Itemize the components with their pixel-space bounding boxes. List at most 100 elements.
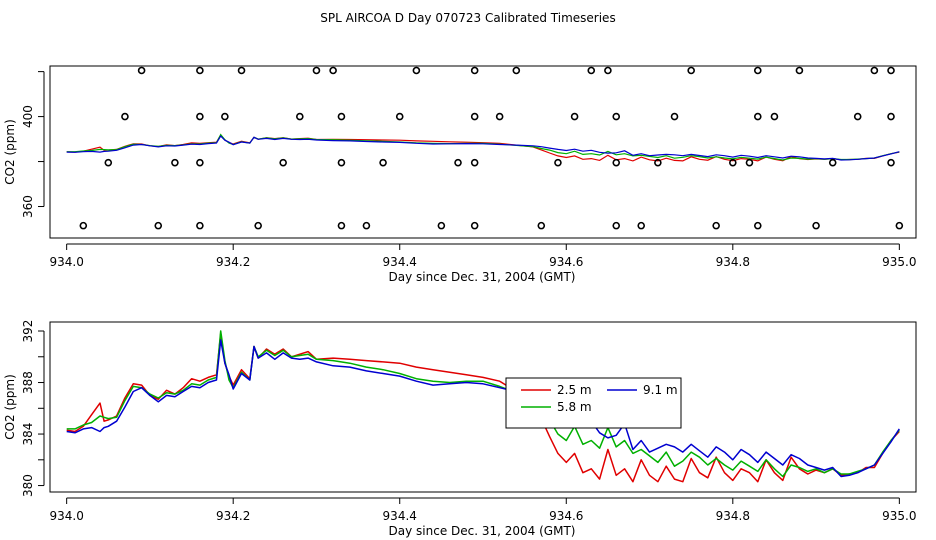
marker-point <box>753 66 762 75</box>
x-tick-label: 934.6 <box>549 509 583 523</box>
x-tick-label: 934.4 <box>383 509 417 523</box>
marker-point <box>887 66 895 75</box>
x-tick-label: 934.2 <box>216 509 250 523</box>
y-axis-label: CO2 (ppm) <box>3 374 17 440</box>
x-tick-label: 934.2 <box>216 255 250 269</box>
x-axis: 934.0 934.2 934.4 934.6 934.8 935.0 Day since … <box>49 243 917 284</box>
marker-point <box>395 112 404 121</box>
marker-point <box>712 221 720 230</box>
marker-point <box>121 112 129 121</box>
x-tick-label: 934.8 <box>716 509 750 523</box>
marker-point <box>337 112 346 121</box>
page-title: SPL AIRCOA D Day 070723 Calibrated Times… <box>320 11 615 25</box>
marker-point <box>437 221 446 230</box>
marker-point <box>196 112 204 121</box>
marker-point <box>554 158 562 167</box>
y-tick-label: 360 <box>21 195 35 218</box>
marker-point <box>237 66 246 75</box>
marker-point <box>612 221 621 230</box>
marker-point <box>753 221 762 230</box>
y-tick-label: 384 <box>21 423 35 446</box>
legend-label: 5.8 m <box>557 400 592 414</box>
marker-point <box>887 112 895 121</box>
legend-label: 9.1 m <box>643 383 678 397</box>
marker-point <box>104 158 113 167</box>
y-tick-label: 392 <box>21 320 35 343</box>
series-line-5-8-m <box>66 330 900 478</box>
marker-point <box>604 66 612 75</box>
marker-point <box>337 158 346 167</box>
x-tick-label: 934.8 <box>716 255 750 269</box>
marker-point <box>254 221 262 230</box>
y-tick-label: 380 <box>21 474 35 497</box>
top-panel: 934.0 934.2 934.4 934.6 934.8 935.0 Day since … <box>3 65 917 284</box>
y-tick-label: 400 <box>21 105 35 128</box>
marker-point <box>587 66 596 75</box>
marker-point <box>853 112 862 121</box>
y-tick-label: 388 <box>21 371 35 394</box>
series-line-2-5-m <box>66 332 900 483</box>
top-series-line-9-1-m <box>66 135 900 161</box>
marker-point <box>495 112 504 121</box>
marker-point <box>812 221 820 230</box>
marker-point <box>329 66 337 75</box>
marker-point <box>196 66 204 75</box>
legend: 2.5 m 9.1 m 5.8 m <box>505 377 682 429</box>
marker-point <box>196 221 204 230</box>
marker-point <box>895 221 904 230</box>
marker-point <box>137 66 146 75</box>
plot-frame <box>49 65 917 239</box>
marker-point <box>729 158 737 167</box>
marker-point <box>770 112 779 121</box>
marker-point <box>412 66 421 75</box>
marker-point <box>296 112 304 121</box>
x-tick-label: 935.0 <box>882 255 916 269</box>
y-axis: 360 400 CO2 (ppm) <box>3 71 45 218</box>
y-axis-label: CO2 (ppm) <box>3 119 17 185</box>
marker-point <box>154 221 163 230</box>
marker-point <box>196 158 204 167</box>
x-axis-label: Day since Dec. 31, 2004 (GMT) <box>389 270 576 284</box>
legend-label: 2.5 m <box>557 383 592 397</box>
marker-point <box>454 158 462 167</box>
marker-point <box>795 66 804 75</box>
marker-point <box>312 66 321 75</box>
marker-point <box>362 221 371 230</box>
x-tick-label: 934.4 <box>383 255 417 269</box>
marker-point <box>570 112 579 121</box>
x-tick-label: 934.0 <box>49 509 83 523</box>
y-axis: 380 384 388 392 CO2 (ppm) <box>3 320 45 497</box>
marker-point <box>279 158 287 167</box>
marker-point <box>828 158 837 167</box>
legend-box <box>505 377 682 429</box>
marker-point <box>637 221 646 230</box>
marker-point <box>887 158 895 167</box>
marker-point <box>221 112 229 121</box>
marker-point <box>612 158 621 167</box>
marker-point <box>512 66 521 75</box>
marker-point <box>470 66 479 75</box>
x-axis-label: Day since Dec. 31, 2004 (GMT) <box>389 524 576 538</box>
marker-point <box>171 158 179 167</box>
x-tick-label: 934.6 <box>549 255 583 269</box>
marker-point <box>753 112 762 121</box>
marker-point <box>470 112 479 121</box>
marker-point <box>687 66 695 75</box>
series-line-9-1-m <box>66 339 900 478</box>
bottom-panel: 934.0 934.2 934.4 934.6 934.8 935.0 Day since … <box>3 320 917 538</box>
x-tick-label: 935.0 <box>882 509 916 523</box>
x-axis: 934.0 934.2 934.4 934.6 934.8 935.0 Day since … <box>49 497 917 538</box>
x-tick-label: 934.0 <box>49 255 83 269</box>
marker-point <box>379 158 387 167</box>
marker-point <box>612 112 621 121</box>
marker-point <box>654 158 662 167</box>
plot-frame <box>49 321 917 493</box>
top-series-line-5-8-m <box>66 133 900 161</box>
marker-point <box>470 158 479 167</box>
marker-point <box>79 221 88 230</box>
marker-point <box>537 221 546 230</box>
marker-point <box>470 221 479 230</box>
marker-point <box>870 66 879 75</box>
marker-point <box>745 158 754 167</box>
